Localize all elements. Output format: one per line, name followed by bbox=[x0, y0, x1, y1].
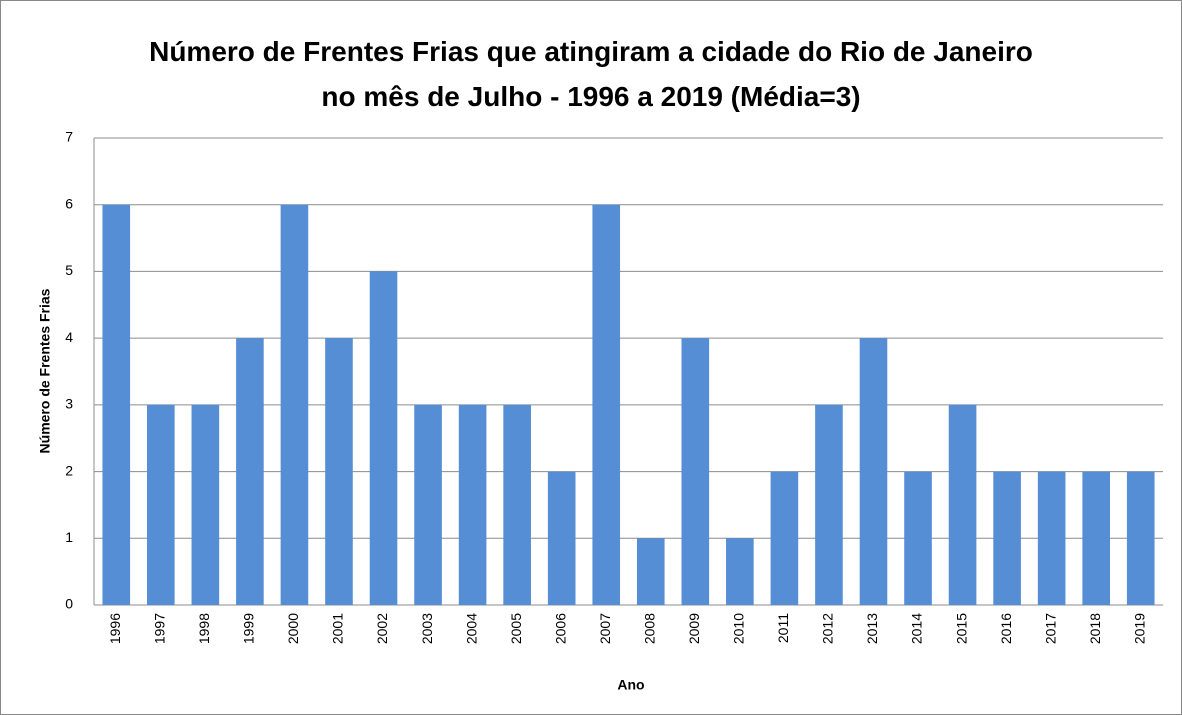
x-axis-label: Ano bbox=[617, 677, 644, 693]
bar bbox=[236, 338, 264, 605]
bar bbox=[815, 404, 843, 605]
bar bbox=[993, 471, 1021, 605]
bar bbox=[904, 471, 932, 605]
x-tick-label: 2017 bbox=[1042, 613, 1058, 644]
bar bbox=[503, 404, 531, 605]
bar bbox=[592, 204, 621, 605]
x-tick-label: 2011 bbox=[775, 613, 791, 643]
x-tick-label: 2006 bbox=[552, 613, 568, 644]
y-tick-label: 2 bbox=[65, 462, 73, 478]
x-tick-label: 2004 bbox=[463, 613, 479, 644]
x-tick-label: 2008 bbox=[641, 613, 657, 644]
x-tick-label: 2009 bbox=[686, 613, 702, 644]
bar bbox=[280, 204, 309, 605]
x-tick-label: 2014 bbox=[909, 613, 925, 644]
x-tick-label: 1998 bbox=[196, 613, 212, 644]
bar bbox=[325, 338, 353, 605]
x-tick-label: 1999 bbox=[241, 613, 257, 644]
x-tick-label: 2002 bbox=[374, 613, 390, 644]
bar bbox=[726, 538, 754, 605]
bar bbox=[102, 204, 131, 605]
y-tick-label: 0 bbox=[65, 596, 73, 612]
x-tick-label: 1996 bbox=[107, 613, 123, 644]
bar bbox=[1126, 471, 1155, 605]
x-tick-label: 2000 bbox=[285, 613, 301, 644]
bar bbox=[948, 404, 977, 605]
y-axis-label: Número de Frentes Frias bbox=[37, 288, 53, 453]
x-tick-label: 2001 bbox=[330, 613, 346, 644]
bar bbox=[414, 404, 442, 605]
bar bbox=[191, 404, 220, 605]
x-tick-label: 2005 bbox=[508, 613, 524, 644]
chart-title: Número de Frentes Frias que atingiram a … bbox=[149, 36, 1033, 112]
y-tick-label: 7 bbox=[65, 129, 73, 145]
x-tick-label: 2019 bbox=[1131, 613, 1147, 644]
x-tick-label: 2010 bbox=[731, 613, 747, 644]
x-tick-label: 2018 bbox=[1087, 613, 1103, 644]
bar bbox=[636, 538, 665, 605]
bar bbox=[369, 271, 398, 605]
x-tick-label: 2003 bbox=[419, 613, 435, 644]
x-tick-label: 2007 bbox=[597, 613, 613, 644]
y-tick-label: 5 bbox=[65, 262, 73, 278]
bar bbox=[859, 338, 888, 605]
y-tick-label: 3 bbox=[65, 396, 73, 412]
y-tick-label: 1 bbox=[65, 529, 73, 545]
x-tick-label: 2012 bbox=[820, 613, 836, 644]
x-tick-label: 2013 bbox=[864, 613, 880, 644]
y-tick-label: 4 bbox=[65, 329, 73, 345]
bar bbox=[681, 338, 710, 605]
y-tick-label: 6 bbox=[65, 195, 73, 211]
x-tick-label: 1997 bbox=[152, 613, 168, 644]
bar bbox=[547, 471, 576, 605]
x-tick-label: 2016 bbox=[998, 613, 1014, 644]
bar bbox=[1082, 471, 1110, 605]
bar bbox=[458, 404, 487, 605]
bar bbox=[1037, 471, 1066, 605]
bar bbox=[770, 471, 799, 605]
bar bbox=[147, 404, 175, 605]
x-tick-label: 2015 bbox=[953, 613, 969, 644]
